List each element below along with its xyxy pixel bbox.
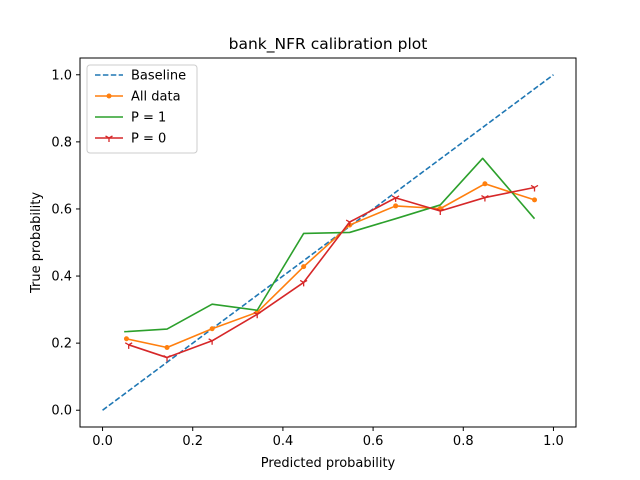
x-tick-label: 0.2 <box>182 434 203 449</box>
data-point-marker <box>123 336 129 342</box>
series-baseline <box>102 74 554 411</box>
data-point-marker <box>532 197 538 203</box>
x-tick-label: 0.6 <box>363 434 384 449</box>
y-tick-label: 0.2 <box>51 337 72 352</box>
legend: Baseline All data P = 1 P = 0 <box>86 64 198 154</box>
plot-frame <box>79 57 577 428</box>
series-line <box>124 157 536 333</box>
data-point-marker <box>299 279 308 287</box>
data-point-marker <box>209 326 215 332</box>
legend-label: Baseline <box>131 69 186 84</box>
x-axis-ticks: 0.0 0.2 0.4 0.6 0.8 1.0 <box>92 427 564 449</box>
series-line <box>126 183 535 349</box>
y-tick-label: 1.0 <box>51 68 72 83</box>
y-tick-label: 0.0 <box>51 404 72 419</box>
y-tick-label: 0.6 <box>51 202 72 217</box>
data-point-marker <box>301 264 307 270</box>
x-axis-title: Predicted probability <box>261 456 396 471</box>
data-point-marker <box>163 354 171 362</box>
data-point-marker <box>208 338 216 345</box>
y-axis-title: True probability <box>29 192 44 294</box>
legend-entry: P = 1 <box>95 111 166 126</box>
data-point-marker <box>105 135 113 142</box>
legend-entry: Baseline <box>95 69 186 84</box>
data-point-marker <box>345 219 354 227</box>
x-tick-label: 0.8 <box>453 434 474 449</box>
data-point-marker <box>391 195 400 202</box>
legend-label: P = 0 <box>131 132 166 147</box>
axes-layer <box>79 57 577 428</box>
legend-entry: P = 0 <box>95 132 166 147</box>
data-point-marker <box>481 194 489 202</box>
data-point-marker <box>393 203 399 209</box>
y-tick-label: 0.4 <box>51 270 72 285</box>
y-tick-label: 0.8 <box>51 135 72 150</box>
data-point-marker <box>124 342 133 349</box>
data-point-marker <box>164 344 170 350</box>
x-tick-label: 0.4 <box>273 434 294 449</box>
series-line <box>102 74 554 411</box>
series-p-0 <box>124 184 539 362</box>
data-point-marker <box>253 311 262 319</box>
x-tick-label: 1.0 <box>543 434 564 449</box>
series-layer <box>102 74 554 411</box>
legend-box <box>86 64 198 154</box>
data-point-marker <box>530 184 539 192</box>
chart-title: bank_NFR calibration plot <box>229 35 428 54</box>
legend-entry: All data <box>95 90 181 105</box>
series-line <box>128 186 535 359</box>
series-p-1 <box>124 157 536 333</box>
legend-label: All data <box>131 90 181 105</box>
x-tick-label: 0.0 <box>92 434 113 449</box>
data-point-marker <box>436 208 445 215</box>
data-point-marker <box>482 181 488 187</box>
data-point-marker <box>106 93 112 99</box>
legend-label: P = 1 <box>131 111 166 126</box>
y-axis-ticks: 0.0 0.2 0.4 0.6 0.8 1.0 <box>51 68 80 419</box>
